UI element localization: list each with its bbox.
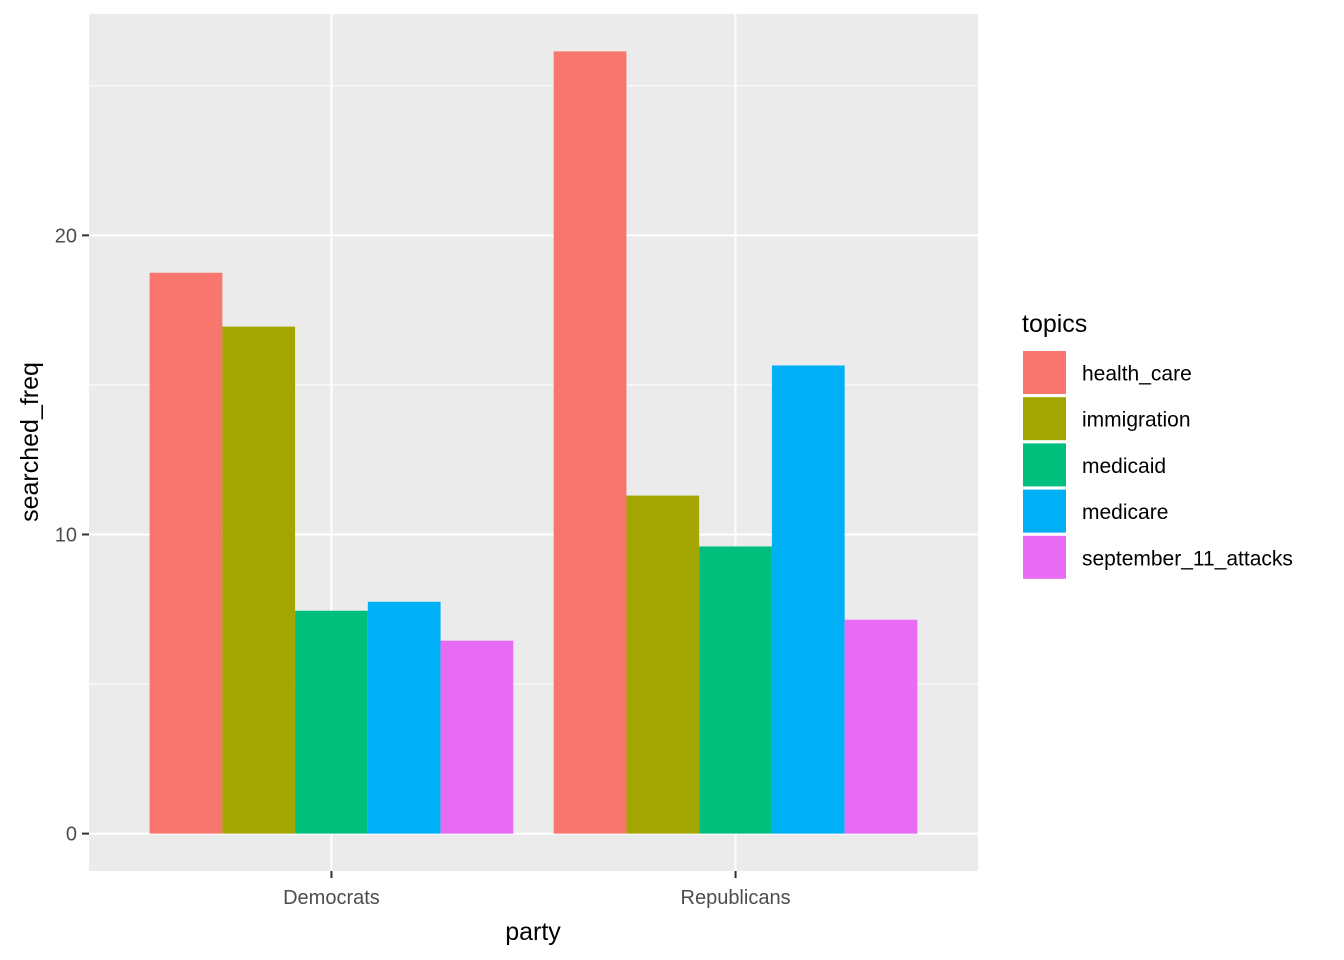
y-tick-label: 0: [66, 824, 77, 846]
y-axis-title: searched_freq: [16, 362, 44, 522]
bar-republicans-september-11-attacks: [844, 619, 918, 834]
y-tick-label: 10: [55, 524, 77, 546]
bars: [149, 51, 918, 834]
legend-key-september-11-attacks: [1023, 535, 1066, 579]
y-tick-label: 20: [55, 225, 77, 247]
bar-democrats-medicare: [367, 601, 441, 834]
x-axis-title: party: [505, 918, 561, 946]
bar-democrats-september-11-attacks: [440, 640, 514, 834]
bar-republicans-medicaid: [699, 546, 772, 834]
legend-label-health-care: health_care: [1082, 363, 1192, 386]
bar-democrats-health-care: [149, 272, 223, 834]
legend-label-immigration: immigration: [1082, 409, 1191, 432]
y-axis: 0 10 20: [55, 225, 89, 846]
legend-label-september-11-attacks: september_11_attacks: [1082, 547, 1293, 570]
bar-republicans-health-care: [553, 51, 627, 834]
legend-key-medicaid: [1023, 443, 1066, 487]
x-tick-label: Democrats: [283, 887, 380, 909]
legend-key-medicare: [1023, 489, 1066, 533]
bar-republicans-immigration: [626, 495, 700, 834]
bar-democrats-immigration: [222, 326, 296, 834]
legend-title: topics: [1022, 310, 1087, 338]
legend-label-medicaid: medicaid: [1082, 455, 1166, 478]
legend-key-immigration: [1023, 397, 1066, 441]
legend: topics health_care immigration medicaid med…: [1022, 310, 1293, 579]
bar-democrats-medicaid: [295, 610, 368, 834]
bar-republicans-medicare: [771, 365, 845, 834]
legend-key-health-care: [1023, 351, 1066, 394]
x-axis: Democrats Republicans: [283, 871, 791, 909]
x-tick-label: Republicans: [681, 887, 791, 909]
legend-label-medicare: medicare: [1082, 501, 1168, 524]
